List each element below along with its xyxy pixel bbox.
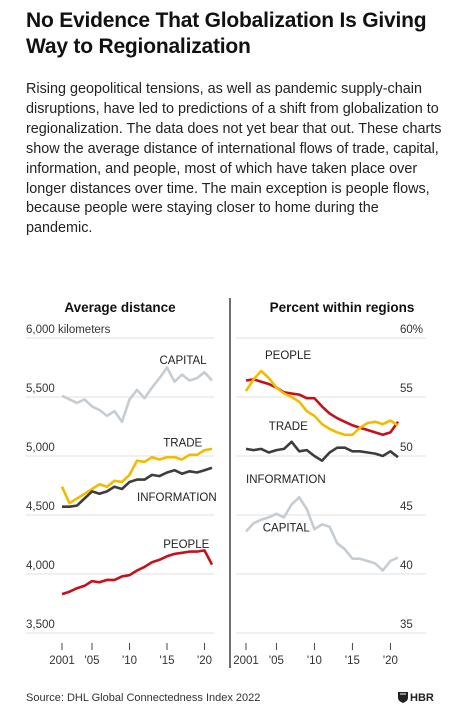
series-line-capital [61,366,213,424]
chart-title: Average distance [64,300,176,315]
x-tick-label: '20 [197,655,212,667]
series-label-capital: CAPITAL [263,523,311,535]
y-tick-label: 5,500 [26,383,55,395]
y-tick-label: 60% [400,324,423,336]
hbr-logo: HBR [398,692,434,704]
x-tick-label: '15 [160,655,175,667]
x-tick-label: '10 [307,655,322,667]
source-note: Source: DHL Global Connectedness Index 2… [26,692,261,704]
series-label-trade: TRADE [163,438,202,450]
x-tick-label: '15 [345,655,360,667]
y-tick-label: 6,000 kilometers [26,324,111,336]
series-line-information [245,440,399,463]
chart-title: Percent within regions [270,300,415,315]
y-tick-label: 55 [400,383,413,395]
series-label-people: PEOPLE [265,350,311,362]
percent-within-regions-chart: Percent within regions 60% 55 50 45 40 35 2001 '… [233,300,426,667]
x-tick-label: '20 [383,655,398,667]
y-tick-label: 50 [400,442,413,454]
series-label-information: INFORMATION [137,492,217,504]
x-tick-label: '05 [85,655,100,667]
page-title: No Evidence That Globalization Is Giving… [26,9,427,58]
series-line-trade [244,369,399,437]
series-label-capital: CAPITAL [160,355,208,367]
y-tick-label: 35 [400,619,413,631]
hbr-shield-icon [398,692,408,703]
series-line-people [245,377,400,437]
y-tick-label: 45 [400,501,413,513]
x-tick-label: '10 [122,655,137,667]
y-tick-label: 40 [400,560,413,572]
y-tick-label: 5,000 [26,442,55,454]
x-tick-label: '05 [269,655,284,667]
series-line-trade [60,447,213,505]
y-tick-label: 4,000 [26,560,55,572]
series-line-information [62,466,213,509]
series-line-people [61,549,214,596]
x-tick-label: 2001 [49,655,75,667]
x-tick-label: 2001 [233,655,259,667]
hbr-logo-text: HBR [410,692,434,704]
y-tick-label: 4,500 [26,501,55,513]
series-label-trade: TRADE [269,421,308,433]
series-label-information: INFORMATION [246,474,326,486]
series-line-capital [245,495,399,572]
average-distance-chart: Average distance 6,000 kilometers 5,500 5,0… [26,300,217,667]
series-label-people: PEOPLE [163,539,209,551]
y-tick-label: 3,500 [26,619,55,631]
intro-paragraph: Rising geopolitical tensions, as well as… [26,81,442,237]
